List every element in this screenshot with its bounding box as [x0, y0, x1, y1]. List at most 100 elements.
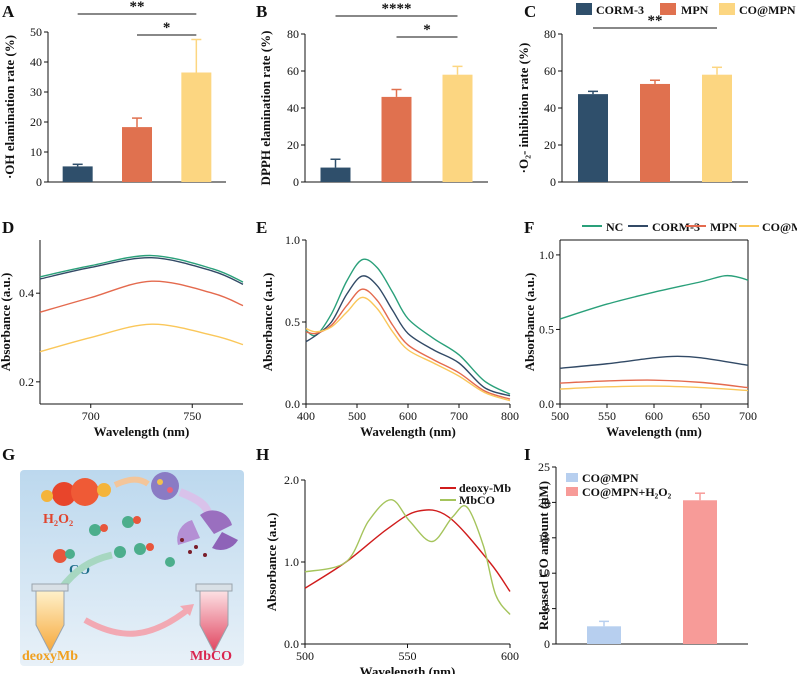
- y-tick-label: 10: [538, 566, 550, 580]
- panel-label-g: G: [2, 445, 15, 464]
- x-tick-label: 550: [399, 649, 417, 663]
- nanoparticle-icon: [151, 472, 179, 500]
- legend-label-comnp-line: CO@MPN: [762, 220, 797, 234]
- x-tick-label: 500: [296, 649, 314, 663]
- nanoparticle-icon: [167, 487, 173, 493]
- y-tick-label: 25: [538, 460, 550, 474]
- series-line-MPN: [559, 379, 749, 389]
- y-tick-label: 80: [544, 27, 556, 41]
- series-line-NC: [559, 274, 749, 320]
- bar-MPN: [381, 96, 412, 182]
- series-line-MPN: [39, 280, 244, 313]
- bar-MPN: [122, 127, 152, 182]
- schematic-g: H₂O₂ CO deoxyMb MbCO: [20, 470, 244, 666]
- legend-swatch-comnp: [719, 3, 735, 15]
- schematic-background: [20, 470, 244, 666]
- y-tick-label: 15: [538, 531, 550, 545]
- y-axis-label: Absorbance (a.u.): [260, 273, 275, 372]
- arrow-icon: [178, 488, 212, 514]
- nanoparticle-icon: [157, 479, 163, 485]
- legend-swatch-corm3: [576, 3, 592, 15]
- y-tick-label: 0.4: [19, 286, 34, 300]
- y-tick-label: 0.0: [284, 637, 299, 651]
- legend-label-CO@MPN+H₂O₂: CO@MPN+H₂O₂: [582, 485, 672, 499]
- y-tick-label: 1.0: [284, 555, 299, 569]
- y-axis-label: DPPH elamination rate (%): [258, 31, 273, 186]
- legend-swatch-mpn: [660, 3, 676, 15]
- series-line-CO@MPN: [559, 385, 749, 392]
- y-tick-label: 40: [30, 55, 42, 69]
- y-tick-label: 0: [36, 175, 42, 189]
- x-tick-label: 600: [645, 409, 663, 423]
- co-molecule: [134, 543, 146, 555]
- y-tick-label: 0.0: [285, 397, 300, 411]
- y-tick-label: 1.0: [285, 233, 300, 247]
- x-axis-label: Wavelength (nm): [360, 664, 456, 674]
- y-tick-label: 20: [538, 495, 550, 509]
- y-axis-label: Absorbance (a.u.): [0, 273, 13, 372]
- chart-c: 0 20 40 60 80 ·O₂- inhibition rate (%) **: [516, 13, 748, 189]
- y-tick-label: 0: [550, 175, 556, 189]
- co-molecule: [146, 543, 154, 551]
- y-axis-label: ·O₂- inhibition rate (%): [516, 43, 531, 174]
- tube-cap-icon: [195, 583, 233, 592]
- chart-h: 0.0 1.0 2.0 500 550 600 Wavelength (nm) Absorba…: [264, 473, 519, 674]
- legend-swatch-CO@MPN: [566, 473, 578, 482]
- y-tick-label: 0.2: [19, 375, 34, 389]
- chart-f: 0.0 0.5 1.0 500 550 600 650 700 Wavelength (nm) A…: [522, 239, 757, 439]
- x-tick-label: 700: [82, 409, 100, 423]
- panel-label-i: I: [524, 445, 531, 464]
- x-tick-label: 700: [450, 409, 468, 423]
- dot-icon: [180, 538, 184, 542]
- x-tick-label: 700: [739, 409, 757, 423]
- panel-label-f: F: [524, 218, 534, 237]
- series-line-CORM-3: [559, 355, 749, 369]
- series-line-CORM-3: [305, 275, 511, 397]
- co-molecule: [165, 557, 175, 567]
- series-line-MPN: [305, 288, 511, 400]
- y-tick-label: 40: [287, 101, 299, 115]
- legend-lines: NC CORM-3 MPN CO@MPN: [582, 220, 797, 234]
- y-axis-label: Absorbance (a.u.): [522, 273, 537, 372]
- series-line-CO@MPN: [305, 296, 511, 402]
- bar-CO@MPN: [587, 626, 621, 644]
- bar-CO@MPN+H₂O₂: [683, 500, 717, 644]
- x-tick-label: 500: [348, 409, 366, 423]
- panel-label-c: C: [524, 2, 536, 21]
- y-tick-label: 1.0: [539, 248, 554, 262]
- y-tick-label: 10: [30, 145, 42, 159]
- co-molecule: [53, 549, 67, 563]
- bar-MPN: [640, 83, 670, 182]
- y-tick-label: 60: [544, 64, 556, 78]
- arrow-icon: [180, 604, 194, 616]
- series-line-NC: [39, 254, 244, 283]
- x-tick-label: 500: [551, 409, 569, 423]
- significance-label: **: [130, 0, 145, 15]
- co-molecule: [89, 524, 101, 536]
- significance-label: *: [163, 20, 171, 36]
- chart-i: 0 5 10 15 20 25 Released CO amount (μM) CO@MPNC…: [536, 460, 748, 651]
- y-tick-label: 0.5: [285, 315, 300, 329]
- co-molecule: [114, 546, 126, 558]
- y-axis-label: ·OH elamination rate (%): [2, 35, 17, 179]
- x-axis-label: Wavelength (nm): [94, 424, 190, 439]
- panel-label-d: D: [2, 218, 14, 237]
- y-tick-label: 20: [544, 138, 556, 152]
- legend-top: CORM-3 MPN CO@MPN: [576, 3, 796, 17]
- fragment-icon: [212, 532, 238, 550]
- series-line-deoxy-Mb: [304, 509, 511, 592]
- y-tick-label: 20: [30, 115, 42, 129]
- bar-CO@MPN: [702, 74, 732, 182]
- y-tick-label: 5: [544, 602, 550, 616]
- bar-CORM-3: [578, 94, 608, 182]
- panel-label-e: E: [256, 218, 267, 237]
- series-line-NC: [305, 258, 511, 395]
- co-molecule: [122, 516, 134, 528]
- legend-label-mpn-line: MPN: [710, 220, 738, 234]
- x-tick-label: 600: [399, 409, 417, 423]
- co-molecule: [100, 524, 108, 532]
- y-tick-label: 40: [544, 101, 556, 115]
- legend-label-corm3-line: CORM-3: [652, 220, 700, 234]
- y-tick-label: 0.0: [539, 397, 554, 411]
